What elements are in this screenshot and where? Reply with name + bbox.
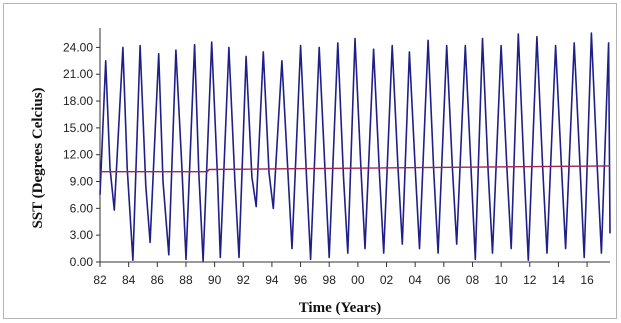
y-tick-label: 9.00 (70, 175, 94, 189)
x-tick-label: 98 (323, 273, 337, 287)
x-axis: 82 84 86 88 90 92 94 96 98 00 02 04 06 08 10 12 14 16 (93, 261, 610, 287)
x-tick-label: 88 (179, 273, 193, 287)
y-tick-label: 0.00 (70, 255, 94, 269)
x-tick-label: 92 (237, 273, 251, 287)
x-tick-label: 90 (208, 273, 222, 287)
x-tick-label: 08 (466, 273, 480, 287)
x-axis-title: Time (Years) (299, 300, 382, 316)
plot-area (99, 32, 611, 262)
x-tick-label: 06 (437, 273, 451, 287)
y-tick-label: 6.00 (70, 201, 94, 215)
y-tick-label: 3.00 (70, 228, 94, 242)
y-tick-label: 12.00 (63, 148, 93, 162)
x-tick-label: 16 (580, 273, 594, 287)
x-tick-label: 00 (351, 273, 365, 287)
mean-trend-line (100, 165, 611, 173)
y-axis: 0.00 3.00 6.00 9.00 12.00 15.00 18.00 21.00 24.0… (63, 28, 101, 269)
x-tick-label: 12 (523, 273, 537, 287)
y-axis-title: SST (Degrees Celcius) (30, 87, 46, 228)
x-tick-label: 86 (151, 273, 165, 287)
x-tick-label: 84 (122, 273, 136, 287)
x-tick-label: 14 (552, 273, 566, 287)
y-tick-label: 18.00 (63, 94, 93, 108)
y-tick-label: 24.00 (63, 40, 93, 54)
x-tick-label: 96 (294, 273, 308, 287)
sst-series-line (99, 32, 611, 262)
x-tick-label: 04 (408, 273, 422, 287)
x-tick-label: 10 (494, 273, 508, 287)
y-tick-label: 21.00 (63, 67, 93, 81)
x-tick-label: 94 (265, 273, 279, 287)
y-tick-label: 15.00 (63, 121, 93, 135)
x-tick-label: 82 (93, 273, 107, 287)
x-tick-label: 02 (380, 273, 394, 287)
